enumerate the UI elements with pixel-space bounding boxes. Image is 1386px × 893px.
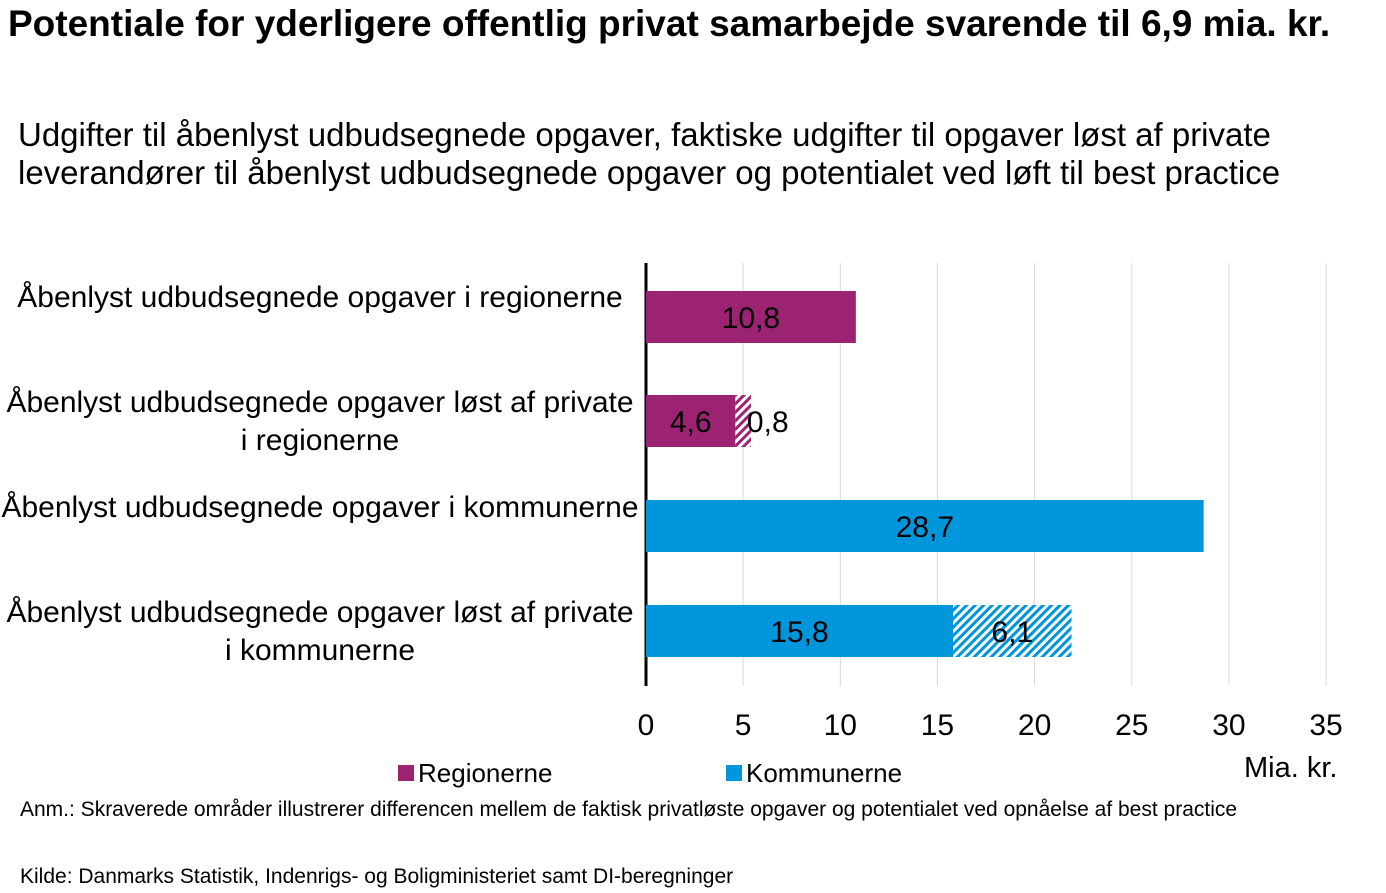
bar-solid-3 bbox=[646, 605, 953, 657]
x-tick-label-15: 15 bbox=[921, 709, 954, 742]
x-tick-label-0: 0 bbox=[638, 709, 655, 742]
bar-solid-2 bbox=[646, 500, 1204, 552]
legend-label-kommunerne: Kommunerne bbox=[746, 758, 903, 788]
bar-solid-label-0: 10,8 bbox=[722, 302, 780, 335]
bar-hatched-label-1: 0,8 bbox=[747, 406, 789, 439]
chart-note: Anm.: Skraverede områder illustrerer dif… bbox=[20, 798, 1238, 821]
x-tick-label-10: 10 bbox=[824, 709, 857, 742]
bar-hatched-3 bbox=[952, 605, 1072, 657]
x-tick-label-20: 20 bbox=[1018, 709, 1051, 742]
legend-item-regionerne: Regionerne bbox=[398, 758, 552, 788]
bar-solid-1 bbox=[646, 395, 736, 447]
bar-solid-label-2: 28,7 bbox=[896, 511, 954, 544]
legend-swatch-kommunerne bbox=[726, 765, 742, 781]
chart-source: Kilde: Danmarks Statistik, Indenrigs- og… bbox=[20, 865, 734, 888]
category-label-3: Åbenlyst udbudsegnede opgaver løst af pr… bbox=[6, 596, 634, 667]
legend-label-regionerne: Regionerne bbox=[418, 758, 553, 788]
x-tick-label-5: 5 bbox=[735, 709, 752, 742]
x-axis-unit: Mia. kr. bbox=[1244, 752, 1338, 784]
bar-hatched-label-3: 6,1 bbox=[991, 616, 1033, 649]
bar-solid-0 bbox=[646, 291, 856, 343]
category-label-1: Åbenlyst udbudsegnede opgaver løst af pr… bbox=[6, 386, 634, 457]
category-label-2: Åbenlyst udbudsegnede opgaver i kommuner… bbox=[1, 491, 639, 524]
x-tick-label-25: 25 bbox=[1115, 709, 1148, 742]
category-label-0: Åbenlyst udbudsegnede opgaver i regioner… bbox=[17, 281, 623, 314]
chart-subtitle: Udgifter til åbenlyst udbudsegnede opgav… bbox=[18, 116, 1281, 191]
legend-item-kommunerne: Kommunerne bbox=[726, 758, 902, 788]
x-tick-label-35: 35 bbox=[1309, 709, 1342, 742]
bar-solid-label-1: 4,6 bbox=[670, 406, 712, 439]
bar-solid-label-3: 15,8 bbox=[770, 616, 828, 649]
bar-hatched-1 bbox=[735, 395, 751, 447]
x-tick-label-30: 30 bbox=[1212, 709, 1245, 742]
legend-swatch-regionerne bbox=[398, 765, 414, 781]
chart-title: Potentiale for yderligere offentlig priv… bbox=[8, 3, 1331, 44]
